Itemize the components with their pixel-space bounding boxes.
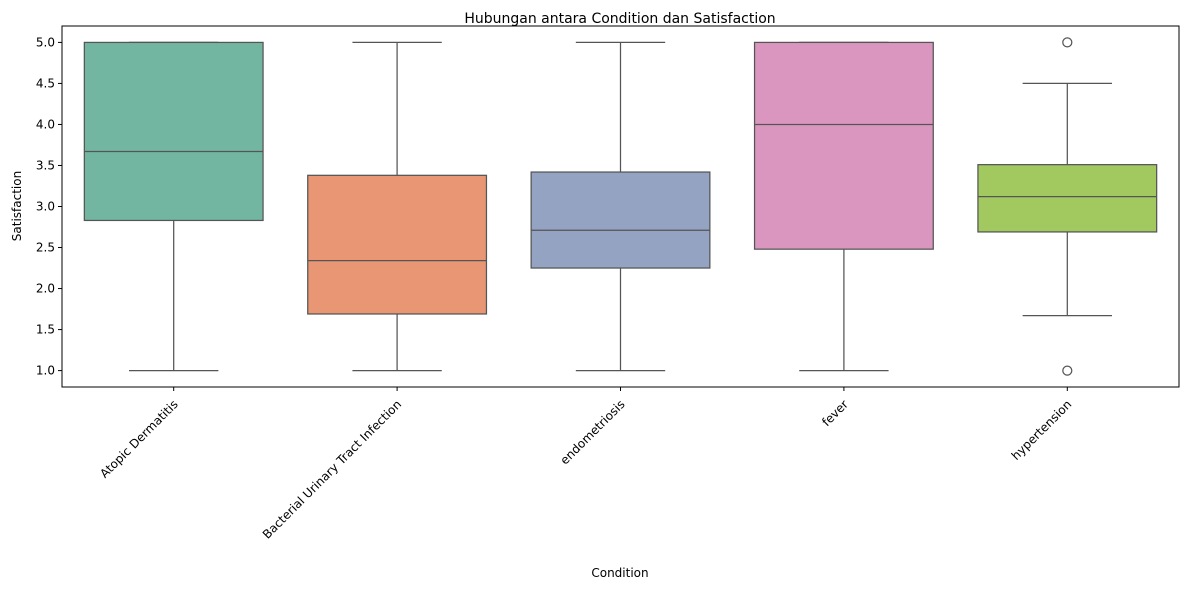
box-iqr: [753, 41, 934, 250]
box-iqr: [530, 171, 711, 269]
y-axis: 1.0 1.5 2.0 2.5 3.0 3.5 4.0 4.5 5.0: [36, 35, 62, 378]
box-group: [753, 41, 934, 372]
box-group: [307, 41, 488, 372]
box-iqr: [977, 164, 1158, 233]
chart-title: Hubungan antara Condition dan Satisfacti…: [464, 11, 775, 27]
x-axis-title: Condition: [591, 566, 648, 580]
y-tick-label: 1.0: [36, 364, 55, 378]
y-tick-label: 3.5: [36, 158, 55, 172]
y-tick-label: 2.5: [36, 241, 55, 255]
y-tick-label: 5.0: [36, 35, 55, 49]
y-tick-label: 3.0: [36, 200, 55, 214]
outlier-point: [1062, 365, 1073, 376]
outlier-point: [1062, 37, 1073, 48]
box-group: [83, 41, 264, 372]
y-axis-title: Satisfaction: [10, 171, 24, 241]
box-group: [977, 37, 1158, 376]
box-iqr: [83, 41, 264, 222]
plot-area: [83, 37, 1158, 376]
box-iqr: [307, 174, 488, 315]
y-tick-label: 2.0: [36, 282, 55, 296]
y-tick-label: 1.5: [36, 323, 55, 337]
y-tick-label: 4.5: [36, 76, 55, 90]
box-group: [530, 41, 711, 372]
y-tick-label: 4.0: [36, 117, 55, 131]
